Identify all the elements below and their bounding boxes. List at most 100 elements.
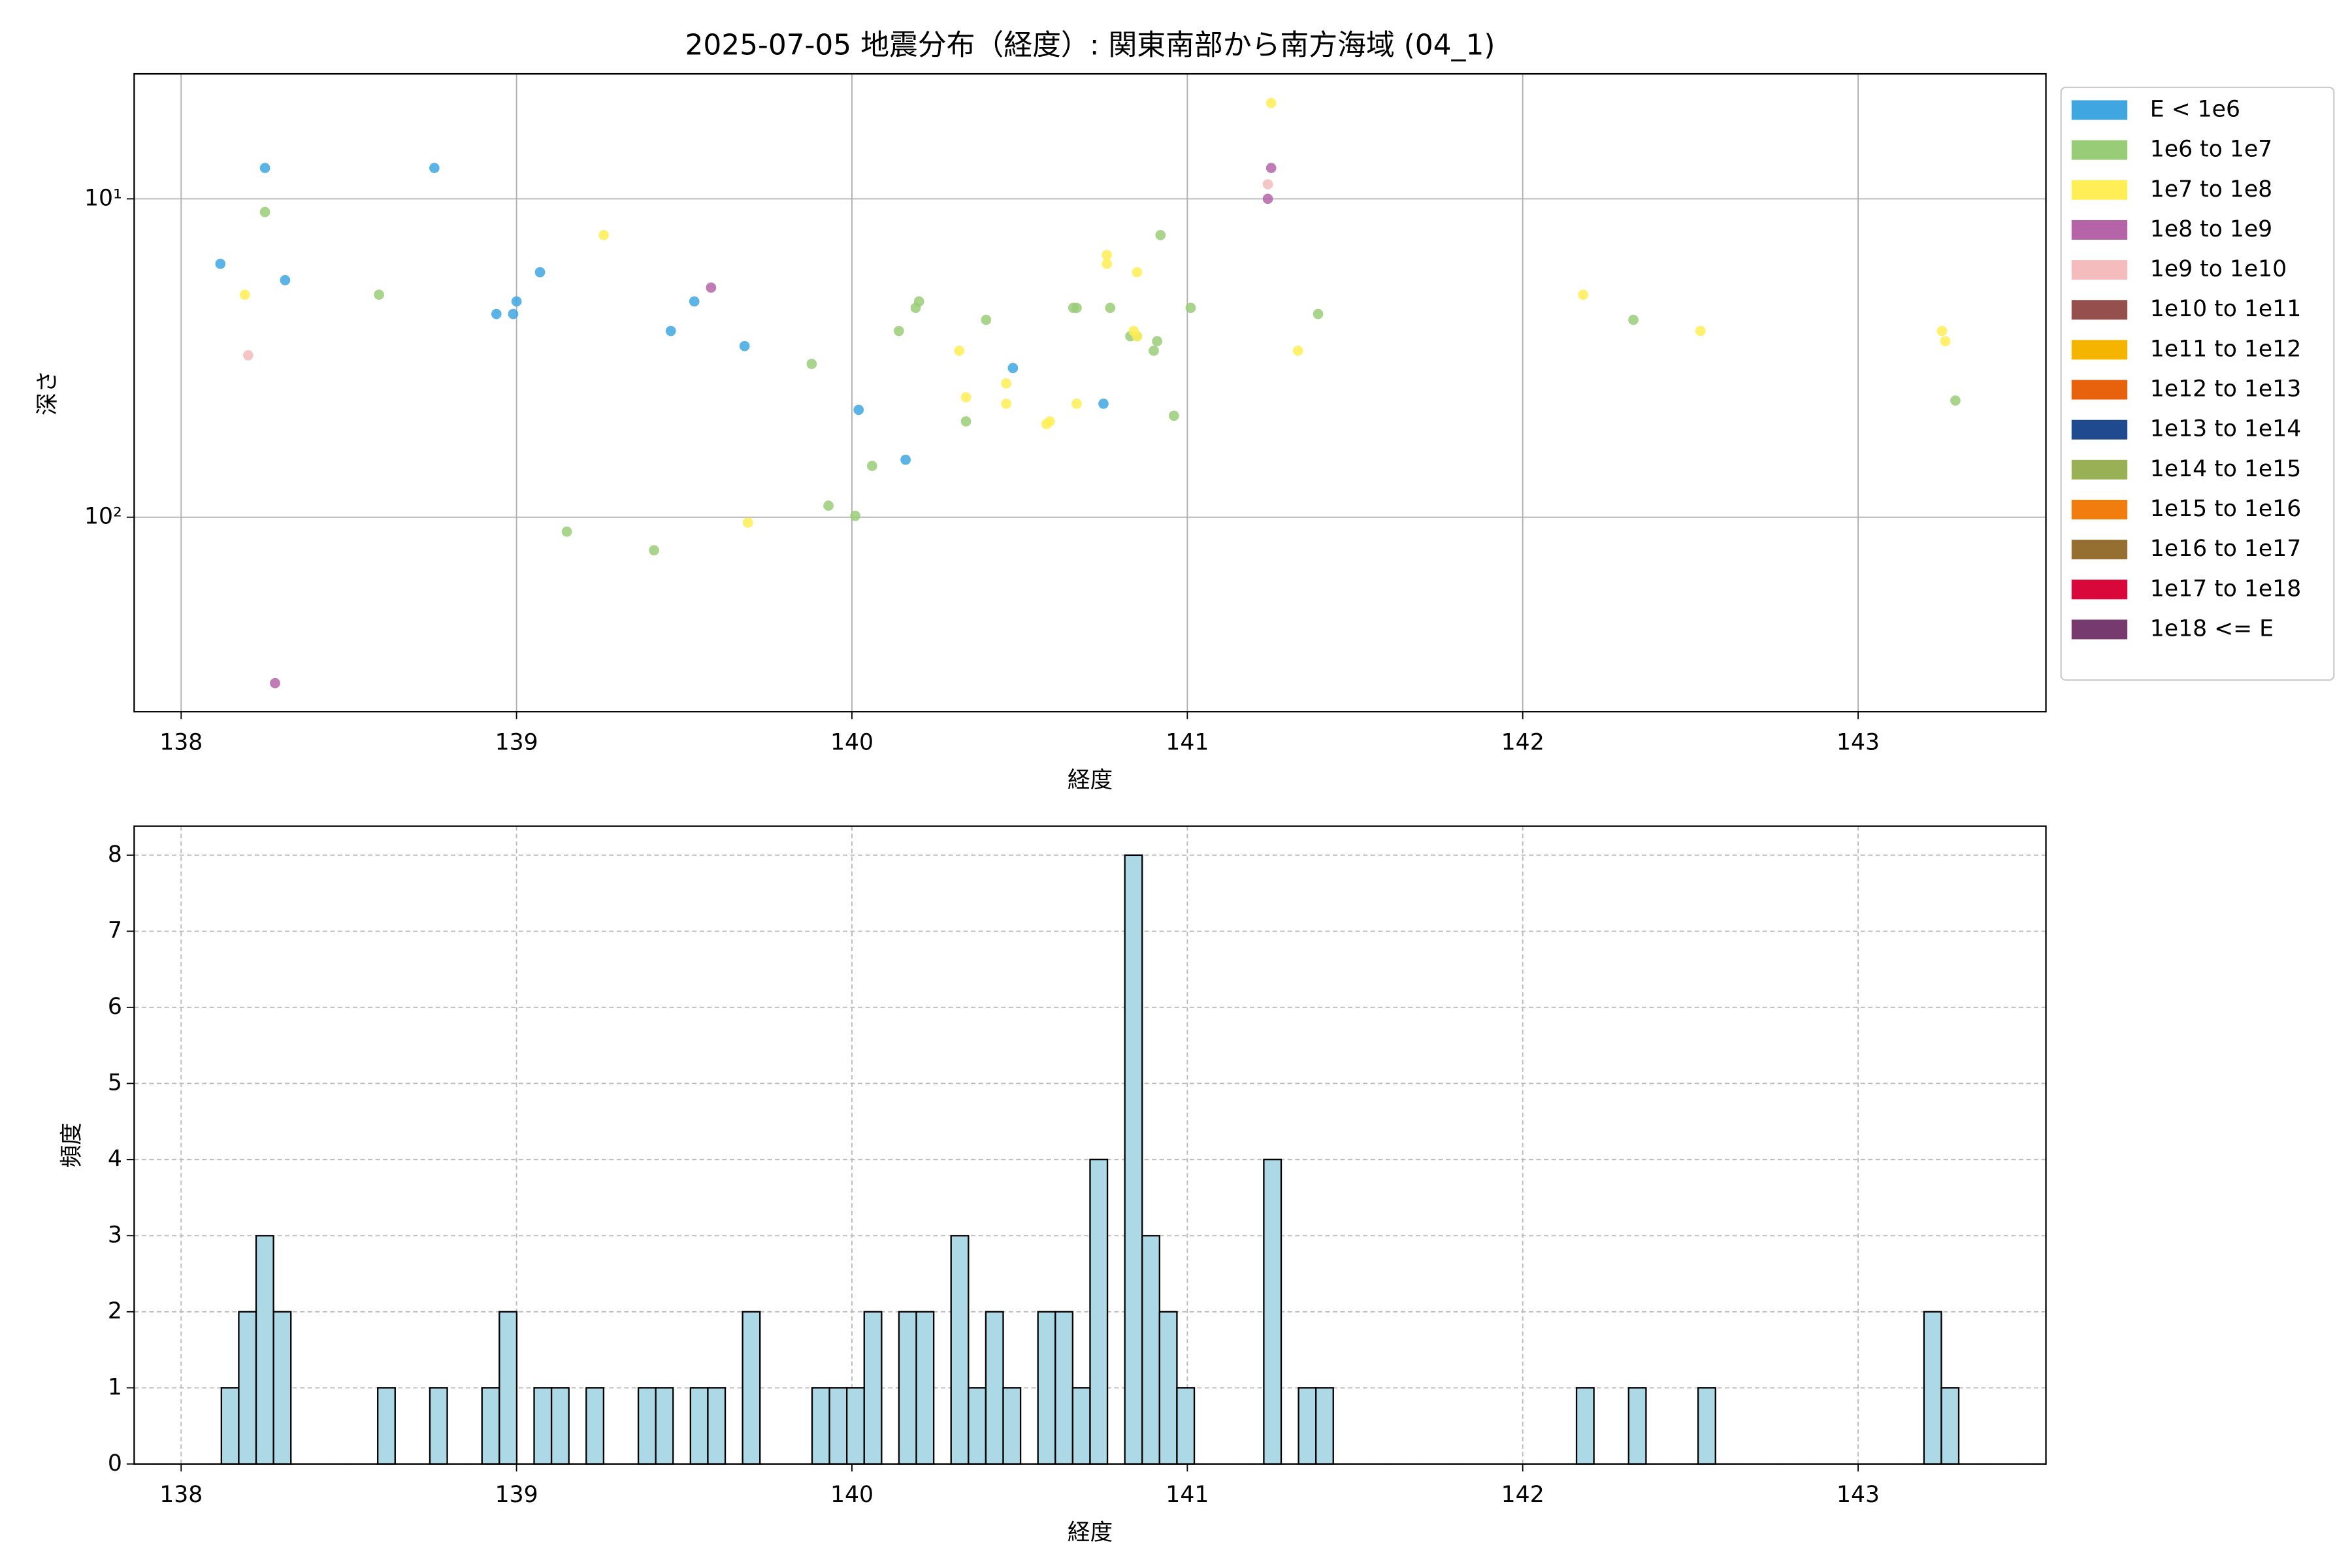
data-point [1105, 302, 1116, 314]
x-axis-label: 経度 [1068, 767, 1113, 793]
histogram-bar [637, 1387, 657, 1465]
legend-label: 1e13 to 1e14 [2150, 416, 2301, 442]
data-point [508, 308, 519, 319]
data-point [742, 517, 753, 528]
y-tick-label: 3 [108, 1222, 122, 1248]
data-point [1628, 314, 1639, 325]
legend-swatch [2071, 500, 2128, 519]
data-point [823, 500, 834, 511]
legend-box [2060, 86, 2335, 681]
data-point [1149, 346, 1159, 356]
data-point [981, 314, 992, 325]
histogram-bar [985, 1311, 1004, 1465]
data-point [960, 416, 972, 427]
data-point [866, 461, 877, 471]
y-axis-label: 頻度 [59, 1122, 85, 1168]
data-point [243, 350, 253, 361]
data-point [853, 404, 864, 416]
histogram-bar [429, 1387, 448, 1465]
histogram-bar [950, 1235, 970, 1465]
data-point [1132, 267, 1143, 278]
y-axis-label: 深さ [35, 370, 61, 416]
histogram-bar [1627, 1387, 1647, 1465]
histogram-bar [1940, 1387, 1960, 1465]
histogram-bar [1054, 1311, 1074, 1465]
data-point [1102, 258, 1112, 269]
data-point [665, 325, 676, 336]
legend-label: 1e7 to 1e8 [2150, 176, 2272, 203]
legend-label: 1e10 to 1e11 [2150, 296, 2301, 322]
data-point [1936, 325, 1948, 336]
legend-label: 1e11 to 1e12 [2150, 336, 2301, 362]
histogram-bar [481, 1387, 500, 1465]
data-point [1578, 289, 1588, 300]
x-tick-label: 139 [495, 1482, 538, 1508]
data-point [1071, 399, 1082, 409]
histogram-bar [1176, 1387, 1196, 1465]
data-point [1102, 250, 1112, 261]
x-tick-label: 138 [159, 1482, 203, 1508]
histogram-bar [220, 1387, 240, 1465]
x-tick-label: 142 [1501, 730, 1544, 756]
legend-label: 1e8 to 1e9 [2150, 216, 2272, 242]
data-point [1045, 416, 1055, 427]
legend-label: E < 1e6 [2150, 96, 2240, 122]
data-point [511, 296, 522, 307]
histogram-bar [1158, 1311, 1178, 1465]
legend-swatch [2071, 100, 2128, 120]
data-point [1695, 325, 1706, 336]
data-point [1313, 308, 1324, 319]
histogram-bar [1298, 1387, 1317, 1465]
histogram-bar [655, 1387, 674, 1465]
y-tick-label: 6 [108, 994, 122, 1020]
data-point [1266, 97, 1277, 108]
data-point [239, 289, 250, 300]
y-tick-label: 0 [108, 1450, 122, 1477]
histogram-bar [1002, 1387, 1022, 1465]
histogram-bar [689, 1387, 709, 1465]
histogram-bar [968, 1387, 987, 1465]
y-tick-label: 10¹ [84, 185, 122, 211]
x-tick-label: 140 [830, 730, 874, 756]
x-tick-label: 141 [1166, 1482, 1209, 1508]
data-point [706, 282, 717, 293]
x-tick-label: 139 [495, 730, 538, 756]
legend-swatch [2071, 540, 2128, 560]
legend-swatch [2071, 220, 2128, 240]
histogram-bar [742, 1311, 761, 1465]
histogram-bar [1124, 854, 1143, 1465]
histogram-bar [1697, 1387, 1716, 1465]
histogram-bar [498, 1311, 518, 1465]
data-point [806, 359, 817, 369]
data-point [850, 510, 860, 521]
data-point [534, 267, 546, 278]
y-tick-label: 1 [108, 1374, 122, 1400]
y-tick-label: 4 [108, 1146, 122, 1172]
histogram-bar [1089, 1158, 1109, 1465]
legend-swatch [2071, 580, 2128, 600]
legend-label: 1e9 to 1e10 [2150, 256, 2287, 282]
data-point [913, 296, 924, 307]
histogram-bar [828, 1387, 848, 1465]
histogram-bar [707, 1387, 727, 1465]
data-point [1132, 331, 1143, 342]
data-point [1940, 336, 1951, 347]
x-tick-label: 138 [159, 730, 203, 756]
legend-swatch [2071, 619, 2128, 640]
histogram-bar [1575, 1387, 1595, 1465]
histogram-bar [550, 1387, 570, 1465]
data-point [1185, 302, 1196, 314]
data-point [954, 346, 965, 356]
legend-swatch [2071, 180, 2128, 200]
data-point [649, 545, 659, 556]
y-tick-label: 8 [108, 841, 122, 868]
histogram-bar [1141, 1235, 1160, 1465]
y-tick-label: 10² [84, 504, 122, 530]
histogram-bar [533, 1387, 553, 1465]
data-point [1007, 363, 1019, 374]
data-point [1292, 346, 1303, 356]
chart-title: 2025-07-05 地震分布（経度）: 関東南部から南方海域 (04_1) [685, 29, 1495, 62]
histogram-bar [1037, 1311, 1056, 1465]
data-point [739, 340, 750, 351]
plot-frame [133, 825, 2047, 1465]
